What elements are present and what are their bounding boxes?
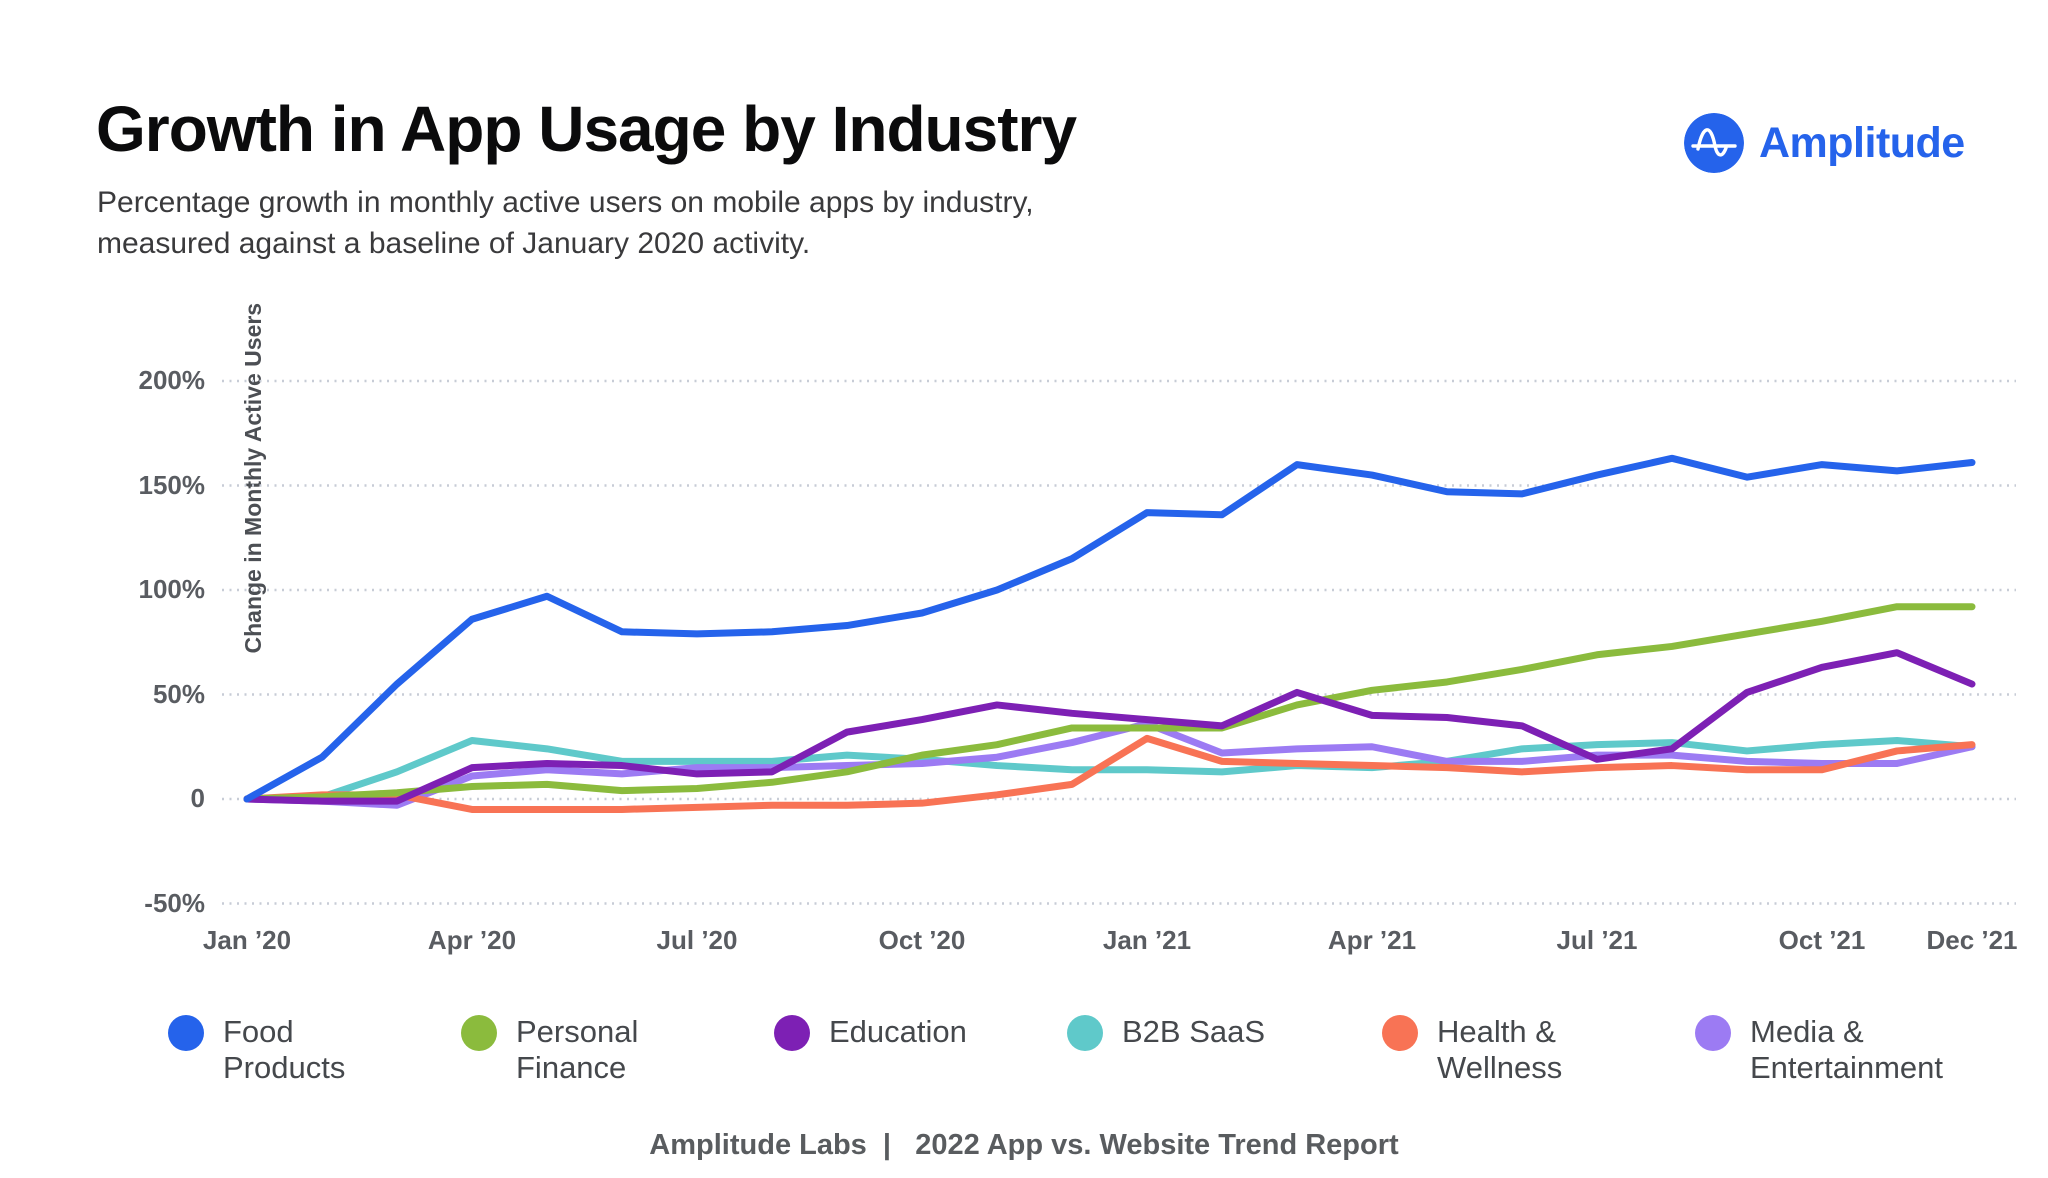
x-tick-label: Jan ’21 (1102, 925, 1192, 955)
x-tick-label: Apr ’20 (427, 925, 517, 955)
page-title: Growth in App Usage by Industry (96, 93, 1077, 165)
x-tick-label: Dec ’21 (1926, 925, 2018, 955)
legend-label: Food Products (223, 1014, 346, 1085)
legend-label: Media & Entertainment (1750, 1014, 1943, 1085)
x-tick-label: Jan ’20 (202, 925, 292, 955)
amplitude-logo: Amplitude (1684, 113, 1965, 173)
personal-finance-swatch-icon (461, 1015, 497, 1051)
y-tick-label: 0 (190, 783, 205, 813)
footer-credit: Amplitude Labs | 2022 App vs. Website Tr… (649, 1129, 1399, 1161)
legend-item-media-entertainment: Media & Entertainment (1695, 1014, 1995, 1086)
x-tick-label: Jul ’21 (1556, 925, 1638, 955)
y-tick-label: 150% (138, 469, 206, 500)
y-tick-label: -50% (144, 887, 205, 918)
media-entertainment-swatch-icon (1695, 1015, 1731, 1051)
series-line-food-products (243, 454, 1976, 803)
legend-label: Personal Finance (516, 1014, 639, 1085)
legend-item-health-wellness: Health & Wellness (1382, 1014, 1612, 1086)
y-tick-label: 200% (138, 365, 206, 395)
series-line-b2b-saas (243, 736, 1976, 803)
series-line-health-wellness (243, 734, 1976, 813)
education-swatch-icon (774, 1015, 810, 1051)
legend-label: B2B SaaS (1122, 1014, 1266, 1049)
food-products-swatch-icon (168, 1015, 204, 1051)
amplitude-wordmark: Amplitude (1759, 118, 1965, 167)
legend-item-education: Education (774, 1014, 967, 1051)
x-tick-label: Apr ’21 (1327, 925, 1417, 955)
series-line-personal-finance (243, 603, 1976, 803)
series-line-media-entertainment (243, 720, 1976, 809)
subtitle-line-2: measured against a baseline of January 2… (97, 227, 811, 260)
x-tick-label: Jul ’20 (656, 925, 738, 955)
legend-item-b2b-saas: B2B SaaS (1067, 1014, 1265, 1051)
subtitle-line-1: Percentage growth in monthly active user… (97, 186, 1034, 219)
amplitude-sine-icon (1684, 113, 1744, 173)
series-line-education (243, 649, 1976, 805)
x-tick-label: Oct ’21 (1778, 925, 1866, 955)
x-tick-label: Oct ’20 (878, 925, 966, 955)
health-wellness-swatch-icon (1382, 1015, 1418, 1051)
legend-label: Health & Wellness (1437, 1014, 1563, 1085)
legend-item-personal-finance: Personal Finance (461, 1014, 681, 1086)
y-tick-label: 100% (138, 574, 206, 604)
legend-label: Education (829, 1014, 967, 1049)
b2b-saas-swatch-icon (1067, 1015, 1103, 1051)
legend-item-food-products: Food Products (168, 1014, 358, 1086)
page-subtitle: Percentage growth in monthly active user… (97, 182, 1034, 264)
y-tick-label: 50% (152, 678, 205, 709)
